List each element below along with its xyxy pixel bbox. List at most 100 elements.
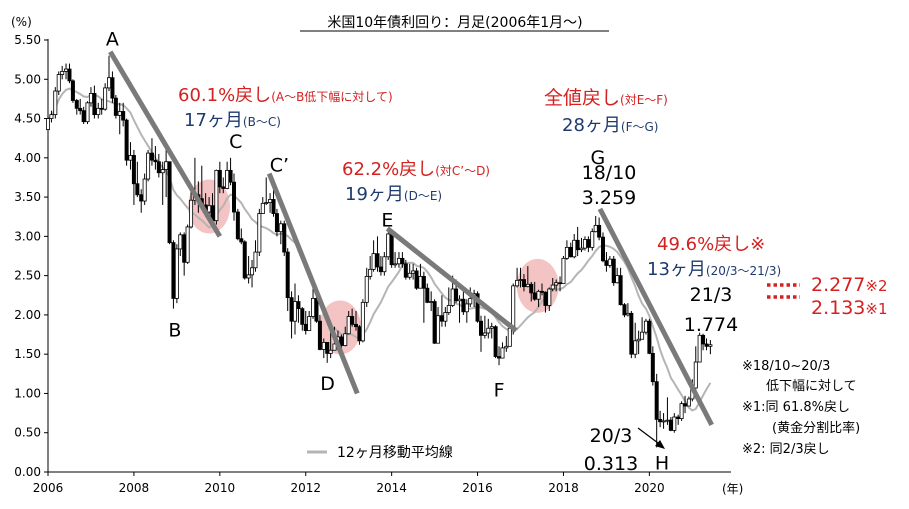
y-tick-label: 3.00 bbox=[14, 229, 41, 243]
candle-body bbox=[521, 279, 526, 288]
candle-body bbox=[56, 74, 61, 92]
y-tick-label: 5.00 bbox=[14, 72, 41, 86]
candle-body bbox=[214, 169, 219, 222]
candle-body bbox=[271, 199, 276, 214]
candle-body bbox=[661, 420, 666, 423]
candle-body bbox=[461, 298, 466, 313]
candle-body bbox=[618, 275, 623, 306]
candle-body bbox=[264, 202, 269, 204]
y-tick-label: 2.00 bbox=[14, 308, 41, 322]
candle-body bbox=[425, 287, 430, 303]
candle-body bbox=[74, 100, 79, 109]
x-tick-label: 2020 bbox=[634, 481, 665, 495]
candle-body bbox=[106, 77, 111, 89]
candle-body bbox=[153, 159, 158, 163]
candle-body bbox=[393, 263, 398, 266]
candle-body bbox=[647, 320, 652, 354]
note-line-4: (黄金分割比率) bbox=[772, 420, 860, 436]
candle-body bbox=[686, 398, 691, 407]
candle-body bbox=[113, 97, 118, 116]
candle-body bbox=[493, 326, 498, 357]
candle-body bbox=[446, 305, 451, 313]
candle-body bbox=[564, 246, 569, 259]
candle-body bbox=[547, 288, 552, 306]
candle-body bbox=[615, 275, 620, 284]
candle-body bbox=[475, 293, 480, 322]
candle-body bbox=[382, 256, 387, 273]
candle-body bbox=[303, 323, 308, 332]
candle-body bbox=[421, 276, 426, 289]
candle-body bbox=[160, 169, 165, 174]
retracement-4-label: 49.6%戻し※ bbox=[657, 234, 765, 255]
candle-body bbox=[572, 239, 577, 258]
candle-body bbox=[511, 285, 516, 329]
candle-body bbox=[321, 341, 326, 350]
candle-body bbox=[411, 270, 416, 274]
candle-body bbox=[561, 257, 566, 284]
candle-body bbox=[70, 80, 75, 101]
candle-body bbox=[67, 68, 72, 82]
candle-body bbox=[650, 352, 655, 383]
candle-body bbox=[307, 316, 312, 332]
candle-body bbox=[207, 205, 212, 213]
y-tick-label: 1.00 bbox=[14, 386, 41, 400]
candle-body bbox=[225, 169, 230, 189]
x-tick-label: 2012 bbox=[290, 481, 321, 495]
candle-body bbox=[164, 161, 169, 170]
candle-body bbox=[182, 234, 187, 263]
candle-body bbox=[296, 301, 301, 310]
candle-body bbox=[683, 403, 688, 407]
y-tick-label: 1.50 bbox=[14, 347, 41, 361]
candle-body bbox=[146, 152, 151, 180]
candle-body bbox=[400, 257, 405, 265]
candle-body bbox=[235, 211, 240, 240]
candle-body bbox=[357, 326, 362, 342]
point-label: G bbox=[590, 147, 605, 169]
candle-body bbox=[568, 246, 573, 258]
candle-body bbox=[668, 419, 673, 431]
x-tick-label: 2018 bbox=[548, 481, 579, 495]
duration-4-label: 13ヶ月(20/3～21/3) bbox=[647, 259, 781, 280]
trough-h-value: 0.313 bbox=[584, 453, 638, 475]
candle-body bbox=[325, 341, 330, 354]
moving-average-line bbox=[47, 87, 712, 412]
candle-body bbox=[239, 238, 244, 243]
retracement-3-sub: (対E～F) bbox=[620, 93, 668, 107]
candle-body bbox=[672, 416, 677, 431]
x-tick-label: 2008 bbox=[119, 481, 150, 495]
candle-body bbox=[178, 234, 183, 250]
x-tick-label: 2016 bbox=[462, 481, 493, 495]
candle-body bbox=[103, 87, 108, 110]
duration-4-sub: (20/3～21/3) bbox=[706, 264, 781, 278]
highlight-ellipse bbox=[319, 300, 362, 355]
y-tick-label: 0.00 bbox=[14, 465, 41, 479]
x-tick-label: 2010 bbox=[205, 481, 236, 495]
candle-body bbox=[457, 298, 462, 302]
y-tick-label: 4.00 bbox=[14, 151, 41, 165]
candle-body bbox=[529, 283, 534, 294]
legend-label: 12ヶ月移動平均線 bbox=[337, 445, 453, 461]
candle-body bbox=[268, 199, 273, 203]
candle-body bbox=[633, 340, 638, 355]
duration-3-label: 28ヶ月(F～G) bbox=[562, 115, 658, 136]
candle-body bbox=[300, 308, 305, 325]
candle-body bbox=[590, 231, 595, 248]
retracement-2-label: 62.2%戻し(対C’～D) bbox=[342, 159, 490, 180]
candle-body bbox=[403, 263, 408, 278]
candle-body bbox=[289, 297, 294, 322]
candle-body bbox=[285, 251, 290, 299]
candle-body bbox=[81, 110, 86, 123]
candle-body bbox=[436, 315, 441, 344]
candle-body bbox=[346, 316, 351, 335]
retracement-2-main: 62.2%戻し bbox=[342, 159, 435, 180]
candle-body bbox=[117, 111, 122, 116]
x-tick-label: 2014 bbox=[376, 481, 407, 495]
retracement-3-main: 全値戻し bbox=[544, 87, 620, 109]
candle-body bbox=[92, 93, 97, 116]
y-tick-label: 3.50 bbox=[14, 190, 41, 204]
trend-line bbox=[597, 207, 714, 427]
candle-body bbox=[414, 270, 419, 289]
candle-body bbox=[60, 71, 65, 75]
trend-line bbox=[385, 226, 518, 333]
